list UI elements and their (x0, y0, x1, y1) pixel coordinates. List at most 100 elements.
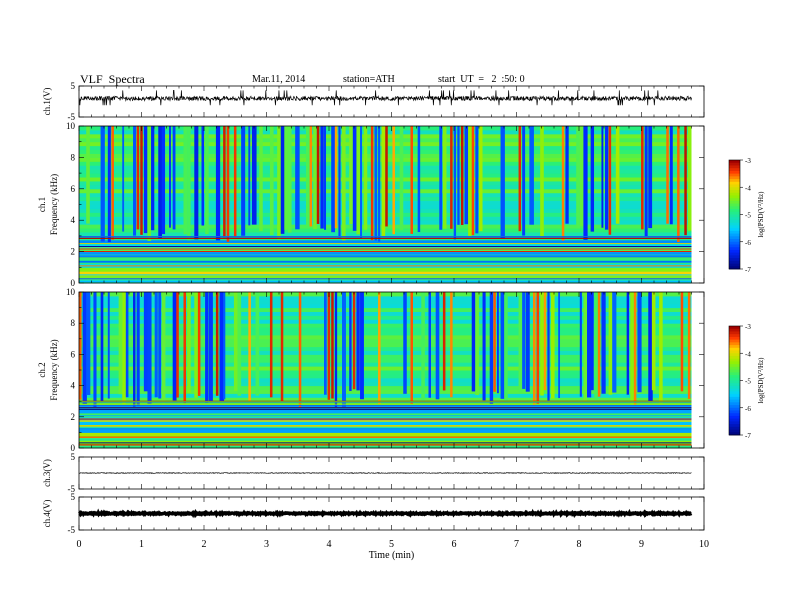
colorbar-cell (729, 396, 740, 400)
time-column (482, 292, 486, 401)
colorbar-cell (729, 168, 740, 172)
time-column (630, 292, 634, 406)
freq-band (79, 354, 692, 359)
time-column (550, 292, 555, 399)
time-column (143, 292, 148, 392)
time-column (201, 126, 205, 226)
colorbar-cell (729, 405, 740, 409)
time-column (500, 126, 505, 239)
time-column (579, 126, 584, 227)
y-tick-label: -5 (68, 525, 76, 535)
time-column (248, 126, 251, 226)
panel-frame (78, 291, 705, 449)
time-column (439, 126, 443, 230)
time-column (579, 292, 582, 397)
freq-band (79, 362, 692, 367)
time-column (518, 292, 523, 393)
colorbar-cell (729, 203, 740, 207)
freq-band (79, 373, 692, 379)
time-column (125, 292, 129, 398)
colorbar-cell (729, 170, 740, 175)
time-column (100, 292, 104, 402)
time-column (151, 126, 155, 231)
time-column (284, 126, 288, 230)
y-tick-label: 5 (71, 81, 76, 91)
time-column (342, 126, 346, 241)
time-column (475, 292, 479, 396)
colorbar-cell (729, 375, 740, 379)
time-column (280, 126, 285, 234)
time-column (590, 126, 595, 232)
time-column (356, 126, 361, 235)
colorbar-cell (729, 189, 740, 194)
time-column (522, 292, 526, 389)
time-column (605, 126, 609, 230)
colorbar-cell (729, 391, 740, 395)
time-column (460, 126, 464, 225)
time-column (122, 126, 125, 232)
colorbar-cell (729, 209, 740, 213)
colorbar-cell (729, 244, 740, 248)
freq-band (79, 247, 692, 253)
y-tick-label: 8 (71, 318, 76, 328)
freq-band (79, 424, 692, 429)
freq-band (79, 338, 692, 344)
time-column (327, 292, 331, 400)
freq-band (79, 342, 692, 348)
time-column (478, 126, 483, 232)
y-tick-label: 4 (71, 215, 76, 225)
time-column (197, 292, 201, 396)
time-column (428, 292, 431, 398)
freq-band (79, 358, 692, 363)
time-column (489, 292, 494, 405)
time-column (219, 292, 225, 403)
time-column (651, 292, 656, 391)
y-tick-label: 6 (71, 349, 76, 359)
colorbar-cell (729, 198, 740, 202)
panel-frame (78, 456, 705, 490)
freq-band (79, 393, 692, 398)
time-column (468, 126, 472, 238)
time-column (525, 292, 530, 392)
time-column (194, 126, 199, 240)
freq-band (79, 299, 692, 305)
time-column (442, 292, 446, 391)
time-column (576, 126, 580, 229)
colorbar-cell (729, 426, 740, 430)
time-column (133, 292, 136, 407)
time-column (475, 126, 479, 234)
time-column (684, 126, 687, 236)
time-column (233, 292, 238, 392)
time-column (338, 126, 341, 238)
colorbar-cell (729, 334, 740, 338)
time-column (421, 292, 425, 402)
freq-band (79, 311, 692, 316)
time-column (352, 292, 356, 390)
time-column (399, 126, 404, 231)
time-column (172, 126, 176, 230)
y-tick-label: -5 (68, 112, 76, 122)
colorbar-cell (729, 399, 740, 403)
time-column (374, 126, 378, 241)
time-column (500, 292, 506, 399)
freq-band (79, 251, 692, 257)
colorbar-cell (729, 366, 740, 370)
freq-band (79, 307, 692, 312)
y-tick-label: 0 (71, 278, 76, 288)
ch1-spectrogram-channel-label: ch.1 (37, 197, 47, 212)
colorbar-cell (729, 394, 740, 398)
colorbar-cell (729, 241, 740, 245)
colorbar-cell (729, 380, 740, 384)
ch3-waveform-ylabel: ch.3(V) (42, 459, 52, 487)
time-column (504, 292, 508, 403)
time-column (176, 292, 179, 398)
time-column (269, 292, 273, 398)
colorbar-cell (729, 206, 740, 210)
freq-band (79, 292, 692, 297)
time-column (540, 292, 544, 396)
time-column (442, 126, 447, 229)
time-column (626, 292, 630, 395)
time-column (136, 292, 140, 406)
time-column (612, 292, 617, 393)
ch4-waveform-ylabel: ch.4(V) (42, 500, 52, 528)
